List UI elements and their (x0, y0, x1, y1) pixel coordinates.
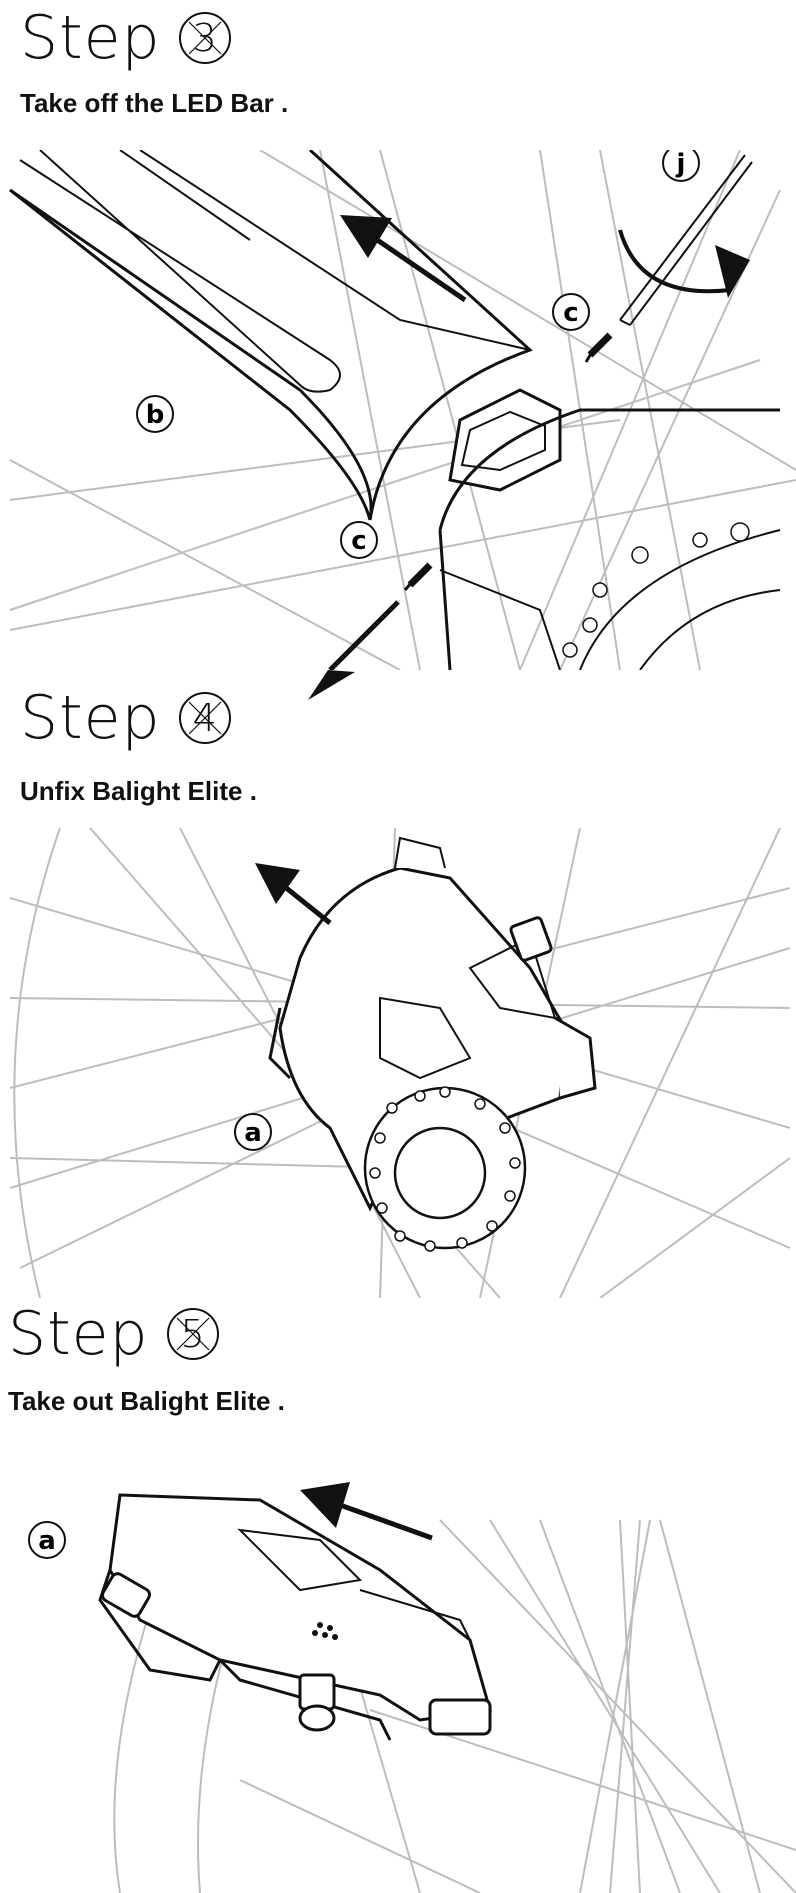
step-3-instruction: Take off the LED Bar . (20, 88, 289, 118)
step-number-badge: 3 (177, 10, 233, 66)
valve-cap-icon (509, 916, 553, 962)
led-bar-outline (9, 150, 533, 521)
callout-c: c (552, 293, 590, 331)
led-strip-window (19, 150, 341, 393)
arrow-up-left-icon (255, 863, 332, 925)
hub-bolts (369, 1086, 521, 1252)
step-number: 5 (180, 1312, 205, 1356)
callout-a: a (28, 1521, 66, 1559)
step-label: Step (20, 683, 161, 753)
svg-text:c: c (563, 298, 578, 328)
step-5-heading: Step 5 (8, 1304, 221, 1364)
svg-text:a: a (244, 1118, 262, 1148)
arrow-up-left-icon (340, 215, 467, 303)
speaker-holes (312, 1622, 338, 1640)
svg-text:j: j (676, 150, 686, 179)
screw-icon (584, 332, 613, 363)
screwdriver-icon (619, 154, 753, 326)
arrow-up-left-icon (300, 1482, 433, 1541)
mount-bracket (448, 388, 562, 492)
hub-body-outline (438, 408, 780, 531)
svg-text:b: b (146, 400, 165, 430)
step-4-instruction: Unfix Balight Elite . (20, 776, 257, 806)
arrow-down-left-icon (328, 600, 400, 670)
arrow-down-left-head (308, 670, 355, 700)
svg-text:c: c (351, 526, 366, 556)
step-4-heading: Step 4 (20, 688, 233, 748)
svg-text:a: a (38, 1526, 56, 1556)
callout-c: c (340, 521, 378, 559)
step-5-illustration: a (28, 1482, 796, 1893)
step-number: 4 (192, 696, 217, 740)
rotate-arrow-icon (618, 229, 750, 298)
arrow-head (308, 670, 355, 700)
step-3-heading: Step 3 (20, 8, 233, 68)
step-4-illustration: a (9, 828, 791, 1298)
step-3-illustration: j c b c (9, 150, 796, 670)
callout-b: b (136, 395, 174, 433)
valve-cap-icon (298, 1673, 336, 1732)
step-label: Step (8, 1299, 149, 1369)
step-number-badge: 4 (177, 690, 233, 746)
usb-port-icon (428, 1698, 492, 1736)
step-number: 3 (192, 16, 217, 60)
hub-bolts (562, 522, 750, 658)
step-label: Step (20, 3, 161, 73)
step-5-instruction: Take out Balight Elite . (8, 1386, 285, 1416)
callout-j: j (662, 150, 700, 182)
callout-a: a (234, 1113, 272, 1151)
usb-port-icon (101, 1572, 151, 1618)
screw-icon (403, 562, 433, 591)
step-number-badge: 5 (165, 1306, 221, 1362)
